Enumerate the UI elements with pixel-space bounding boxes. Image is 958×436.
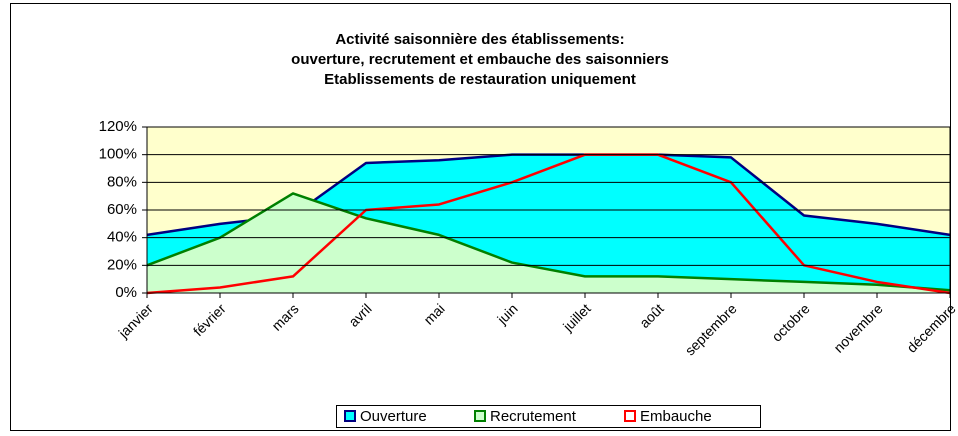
legend-swatch: [474, 410, 486, 422]
legend-label: Ouverture: [360, 408, 427, 425]
plot-border: [146, 126, 951, 294]
y-tick-label: 80%: [107, 173, 137, 190]
legend-swatch: [624, 410, 636, 422]
y-tick-label: 100%: [99, 146, 137, 163]
chart-title: ouverture, recrutement et embauche des s…: [291, 51, 669, 68]
series-line: [146, 192, 951, 292]
legend-swatch: [344, 410, 356, 422]
chart-title: Etablissements de restauration uniquemen…: [324, 71, 636, 88]
legend-label: Embauche: [640, 408, 712, 425]
y-tick-label: 60%: [107, 201, 137, 218]
y-tick-label: 0%: [115, 284, 137, 301]
chart-title: Activité saisonnière des établissements:: [335, 31, 624, 48]
y-tick-label: 40%: [107, 229, 137, 246]
legend-label: Recrutement: [490, 408, 577, 425]
legend: [336, 405, 761, 428]
area-fill: [147, 193, 950, 293]
series-line: [146, 153, 951, 295]
y-tick-label: 120%: [99, 118, 137, 135]
y-tick-label: 20%: [107, 256, 137, 273]
